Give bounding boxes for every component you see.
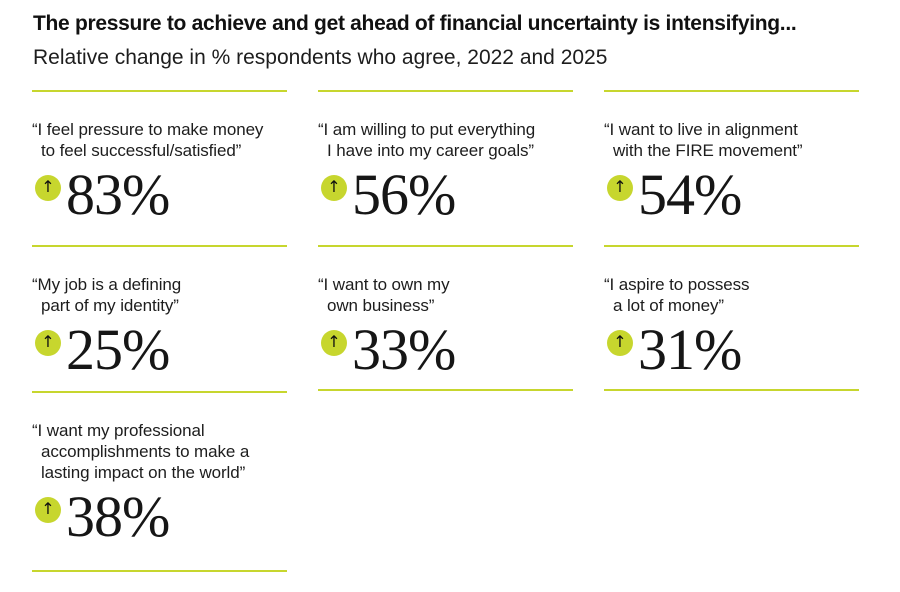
stat-card-lasting-impact: “I want my professional accomplishments … <box>32 391 287 572</box>
stat-quote: “I feel pressure to make money to feel s… <box>32 120 264 160</box>
stat-value-row: ↑ 31% <box>607 317 859 382</box>
stat-value: 25% <box>66 317 170 382</box>
stat-card-possess-money: “I aspire to possess a lot of money” ↑ 3… <box>604 245 859 391</box>
up-arrow-glyph: ↑ <box>327 177 341 196</box>
up-arrow-icon: ↑ <box>35 497 61 523</box>
stat-quote: “I want to own my own business” <box>318 275 450 315</box>
stat-value-row: ↑ 25% <box>35 317 287 382</box>
stat-value: 38% <box>66 484 170 549</box>
stat-value: 31% <box>638 317 742 382</box>
up-arrow-icon: ↑ <box>35 175 61 201</box>
stat-value-row: ↑ 54% <box>607 162 859 227</box>
stat-quote: “My job is a defining part of my identit… <box>32 275 182 315</box>
stat-quote: “I want to live in alignment with the FI… <box>604 120 803 160</box>
infographic-page: The pressure to achieve and get ahead of… <box>32 12 859 572</box>
up-arrow-glyph: ↑ <box>41 499 55 518</box>
up-arrow-icon: ↑ <box>321 330 347 356</box>
stat-value: 83% <box>66 162 170 227</box>
stat-quote: “I want my professional accomplishments … <box>32 421 250 482</box>
stat-value: 54% <box>638 162 742 227</box>
up-arrow-icon: ↑ <box>35 330 61 356</box>
stat-value-row: ↑ 56% <box>321 162 573 227</box>
up-arrow-glyph: ↑ <box>613 177 627 196</box>
page-subtitle: Relative change in % respondents who agr… <box>33 46 608 69</box>
up-arrow-glyph: ↑ <box>41 177 55 196</box>
stat-card-pressure-money: “I feel pressure to make money to feel s… <box>32 90 287 245</box>
page-title: The pressure to achieve and get ahead of… <box>33 12 797 35</box>
stat-quote: “I am willing to put everything I have i… <box>318 120 536 160</box>
stat-card-career-goals: “I am willing to put everything I have i… <box>318 90 573 245</box>
stat-quote: “I aspire to possess a lot of money” <box>604 275 750 315</box>
stat-card-own-business: “I want to own my own business” ↑ 33% <box>318 245 573 391</box>
stat-card-fire-movement: “I want to live in alignment with the FI… <box>604 90 859 245</box>
up-arrow-icon: ↑ <box>321 175 347 201</box>
up-arrow-glyph: ↑ <box>41 332 55 351</box>
stat-value-row: ↑ 33% <box>321 317 573 382</box>
up-arrow-glyph: ↑ <box>613 332 627 351</box>
up-arrow-icon: ↑ <box>607 330 633 356</box>
up-arrow-icon: ↑ <box>607 175 633 201</box>
stat-value: 33% <box>352 317 456 382</box>
stat-value-row: ↑ 38% <box>35 484 287 549</box>
stat-value-row: ↑ 83% <box>35 162 287 227</box>
stat-card-job-identity: “My job is a defining part of my identit… <box>32 245 287 391</box>
stat-value: 56% <box>352 162 456 227</box>
stat-card-grid: “I feel pressure to make money to feel s… <box>32 90 859 572</box>
up-arrow-glyph: ↑ <box>327 332 341 351</box>
